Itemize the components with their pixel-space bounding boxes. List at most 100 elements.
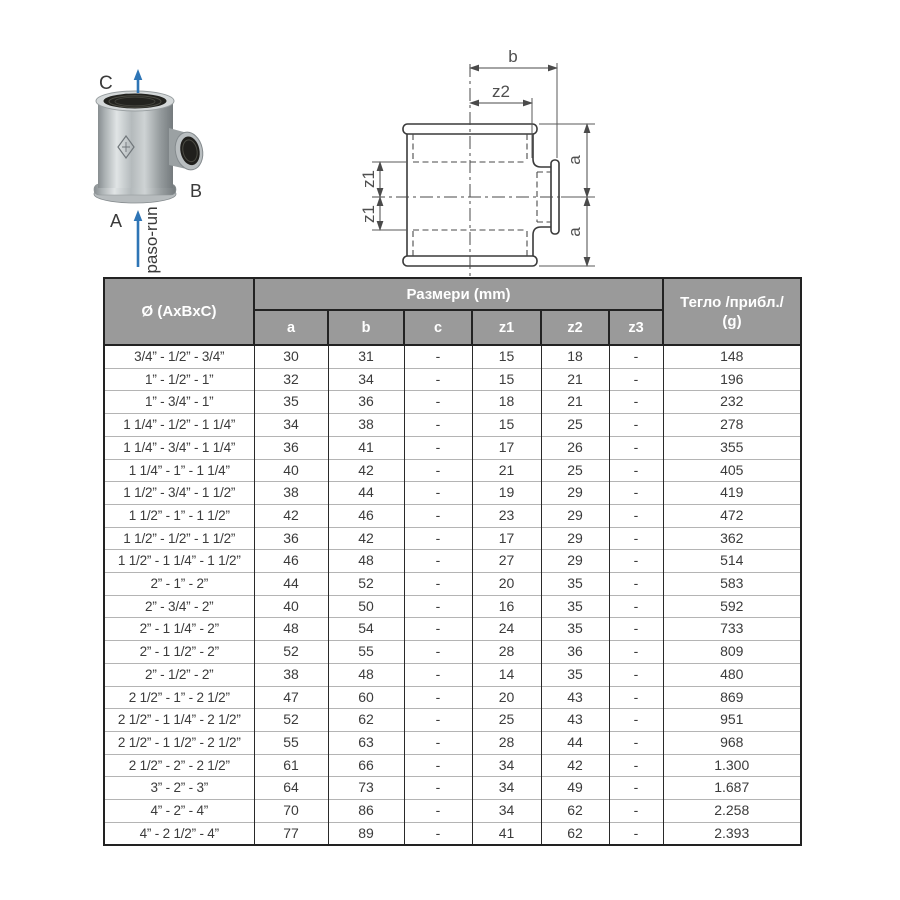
spec-table-container: Ø (AxBxC) Размери (mm) Тегло /прибл./ (g… [103,277,802,847]
value-cell: 62 [540,799,610,823]
value-cell: - [403,594,473,618]
table-row: 4” - 2 1/2” - 4” 77 89-41 62-2.393 [103,821,802,846]
value-cell: - [608,662,664,687]
size-cell: 2 1/2” - 1” - 2 1/2” [103,685,255,709]
value-cell: 21 [540,367,610,391]
value-cell: 951 [662,708,802,732]
value-cell: 70 [253,799,329,823]
value-cell: 31 [327,344,405,369]
product-photo: C B A paso-run [85,38,275,283]
value-cell: 21 [540,390,610,414]
value-cell: 1.687 [662,776,802,800]
col-header-z1: z1 [471,309,542,346]
value-cell: 23 [471,503,542,528]
value-cell: 42 [253,503,329,528]
value-cell: 20 [471,572,542,596]
value-cell: 19 [471,481,542,505]
value-cell: 809 [662,640,802,664]
value-cell: 42 [540,753,610,777]
value-cell: 1.300 [662,753,802,777]
weight-header-line1: Тегло /прибл./ [680,293,784,311]
value-cell: 27 [471,549,542,573]
technical-drawing: b z2 a a z1 z1 [350,30,650,285]
value-cell: - [608,367,664,391]
spec-table-header: Ø (AxBxC) Размери (mm) Тегло /прибл./ (g… [103,277,802,346]
value-cell: 18 [471,390,542,414]
size-cell: 2” - 1 1/2” - 2” [103,640,255,664]
value-cell: - [608,549,664,573]
value-cell: 29 [540,503,610,528]
value-cell: 34 [253,413,329,437]
value-cell: 38 [327,413,405,437]
value-cell: 514 [662,549,802,573]
value-cell: 50 [327,594,405,618]
value-cell: 36 [540,640,610,664]
value-cell: 15 [471,413,542,437]
spec-table-body: 3/4” - 1/2” - 3/4” 30 31-15 18-148 1” - 1/2”… [103,344,802,846]
value-cell: 25 [471,708,542,732]
size-cell: 2” - 3/4” - 2” [103,594,255,618]
value-cell: - [608,481,664,505]
table-row: 2” - 3/4” - 2” 40 50-16 35-592 [103,594,802,618]
value-cell: 40 [253,594,329,618]
value-cell: - [403,662,473,687]
value-cell: - [608,572,664,596]
value-cell: 15 [471,344,542,369]
dim-b-label: b [508,47,517,66]
table-row: 1 1/4” - 1” - 1 1/4” 40 42-21 25-405 [103,458,802,482]
value-cell: - [608,594,664,618]
value-cell: 43 [540,708,610,732]
dim-z2-label: z2 [492,82,510,101]
thread-hidden-lines [412,134,551,256]
value-cell: 14 [471,662,542,687]
value-cell: - [403,526,473,550]
value-cell: - [608,458,664,482]
value-cell: - [403,503,473,528]
value-cell: 28 [471,640,542,664]
value-cell: - [403,481,473,505]
value-cell: 34 [471,753,542,777]
size-cell: 2 1/2” - 2” - 2 1/2” [103,753,255,777]
value-cell: 28 [471,730,542,755]
value-cell: 30 [253,344,329,369]
tee-fitting-photo-graphic: C B A paso-run [93,69,204,274]
table-row: 2 1/2” - 1” - 2 1/2” 47 60-20 43-869 [103,685,802,709]
dimension-lines [376,64,591,267]
value-cell: 42 [327,458,405,482]
weight-header-line2: (g) [722,312,742,330]
table-row: 4” - 2” - 4” 70 86-34 62-2.258 [103,799,802,823]
size-column-header: Ø (AxBxC) [103,277,255,346]
value-cell: 46 [253,549,329,573]
dim-z1-bottom-label: z1 [359,205,378,223]
size-cell: 1 1/2” - 1” - 1 1/2” [103,503,255,528]
size-cell: 2” - 1/2” - 2” [103,662,255,687]
port-c-label: C [99,73,113,94]
value-cell: 62 [327,708,405,732]
value-cell: - [608,776,664,800]
value-cell: - [608,526,664,550]
value-cell: 60 [327,685,405,709]
value-cell: 36 [327,390,405,414]
table-row: 2 1/2” - 1 1/4” - 2 1/2” 52 62-25 43-951 [103,708,802,732]
value-cell: 66 [327,753,405,777]
size-cell: 1” - 1/2” - 1” [103,367,255,391]
value-cell: 54 [327,617,405,641]
value-cell: 29 [540,549,610,573]
value-cell: 49 [540,776,610,800]
value-cell: - [403,367,473,391]
col-header-b: b [327,309,405,346]
value-cell: 47 [253,685,329,709]
value-cell: 35 [540,662,610,687]
table-row: 2 1/2” - 2” - 2 1/2” 61 66-34 42-1.300 [103,753,802,777]
col-header-c: c [403,309,473,346]
value-cell: 583 [662,572,802,596]
value-cell: 29 [540,481,610,505]
value-cell: - [403,390,473,414]
value-cell: 63 [327,730,405,755]
value-cell: - [403,753,473,777]
col-header-z3: z3 [608,309,664,346]
value-cell: 25 [540,458,610,482]
value-cell: 480 [662,662,802,687]
value-cell: - [608,821,664,846]
